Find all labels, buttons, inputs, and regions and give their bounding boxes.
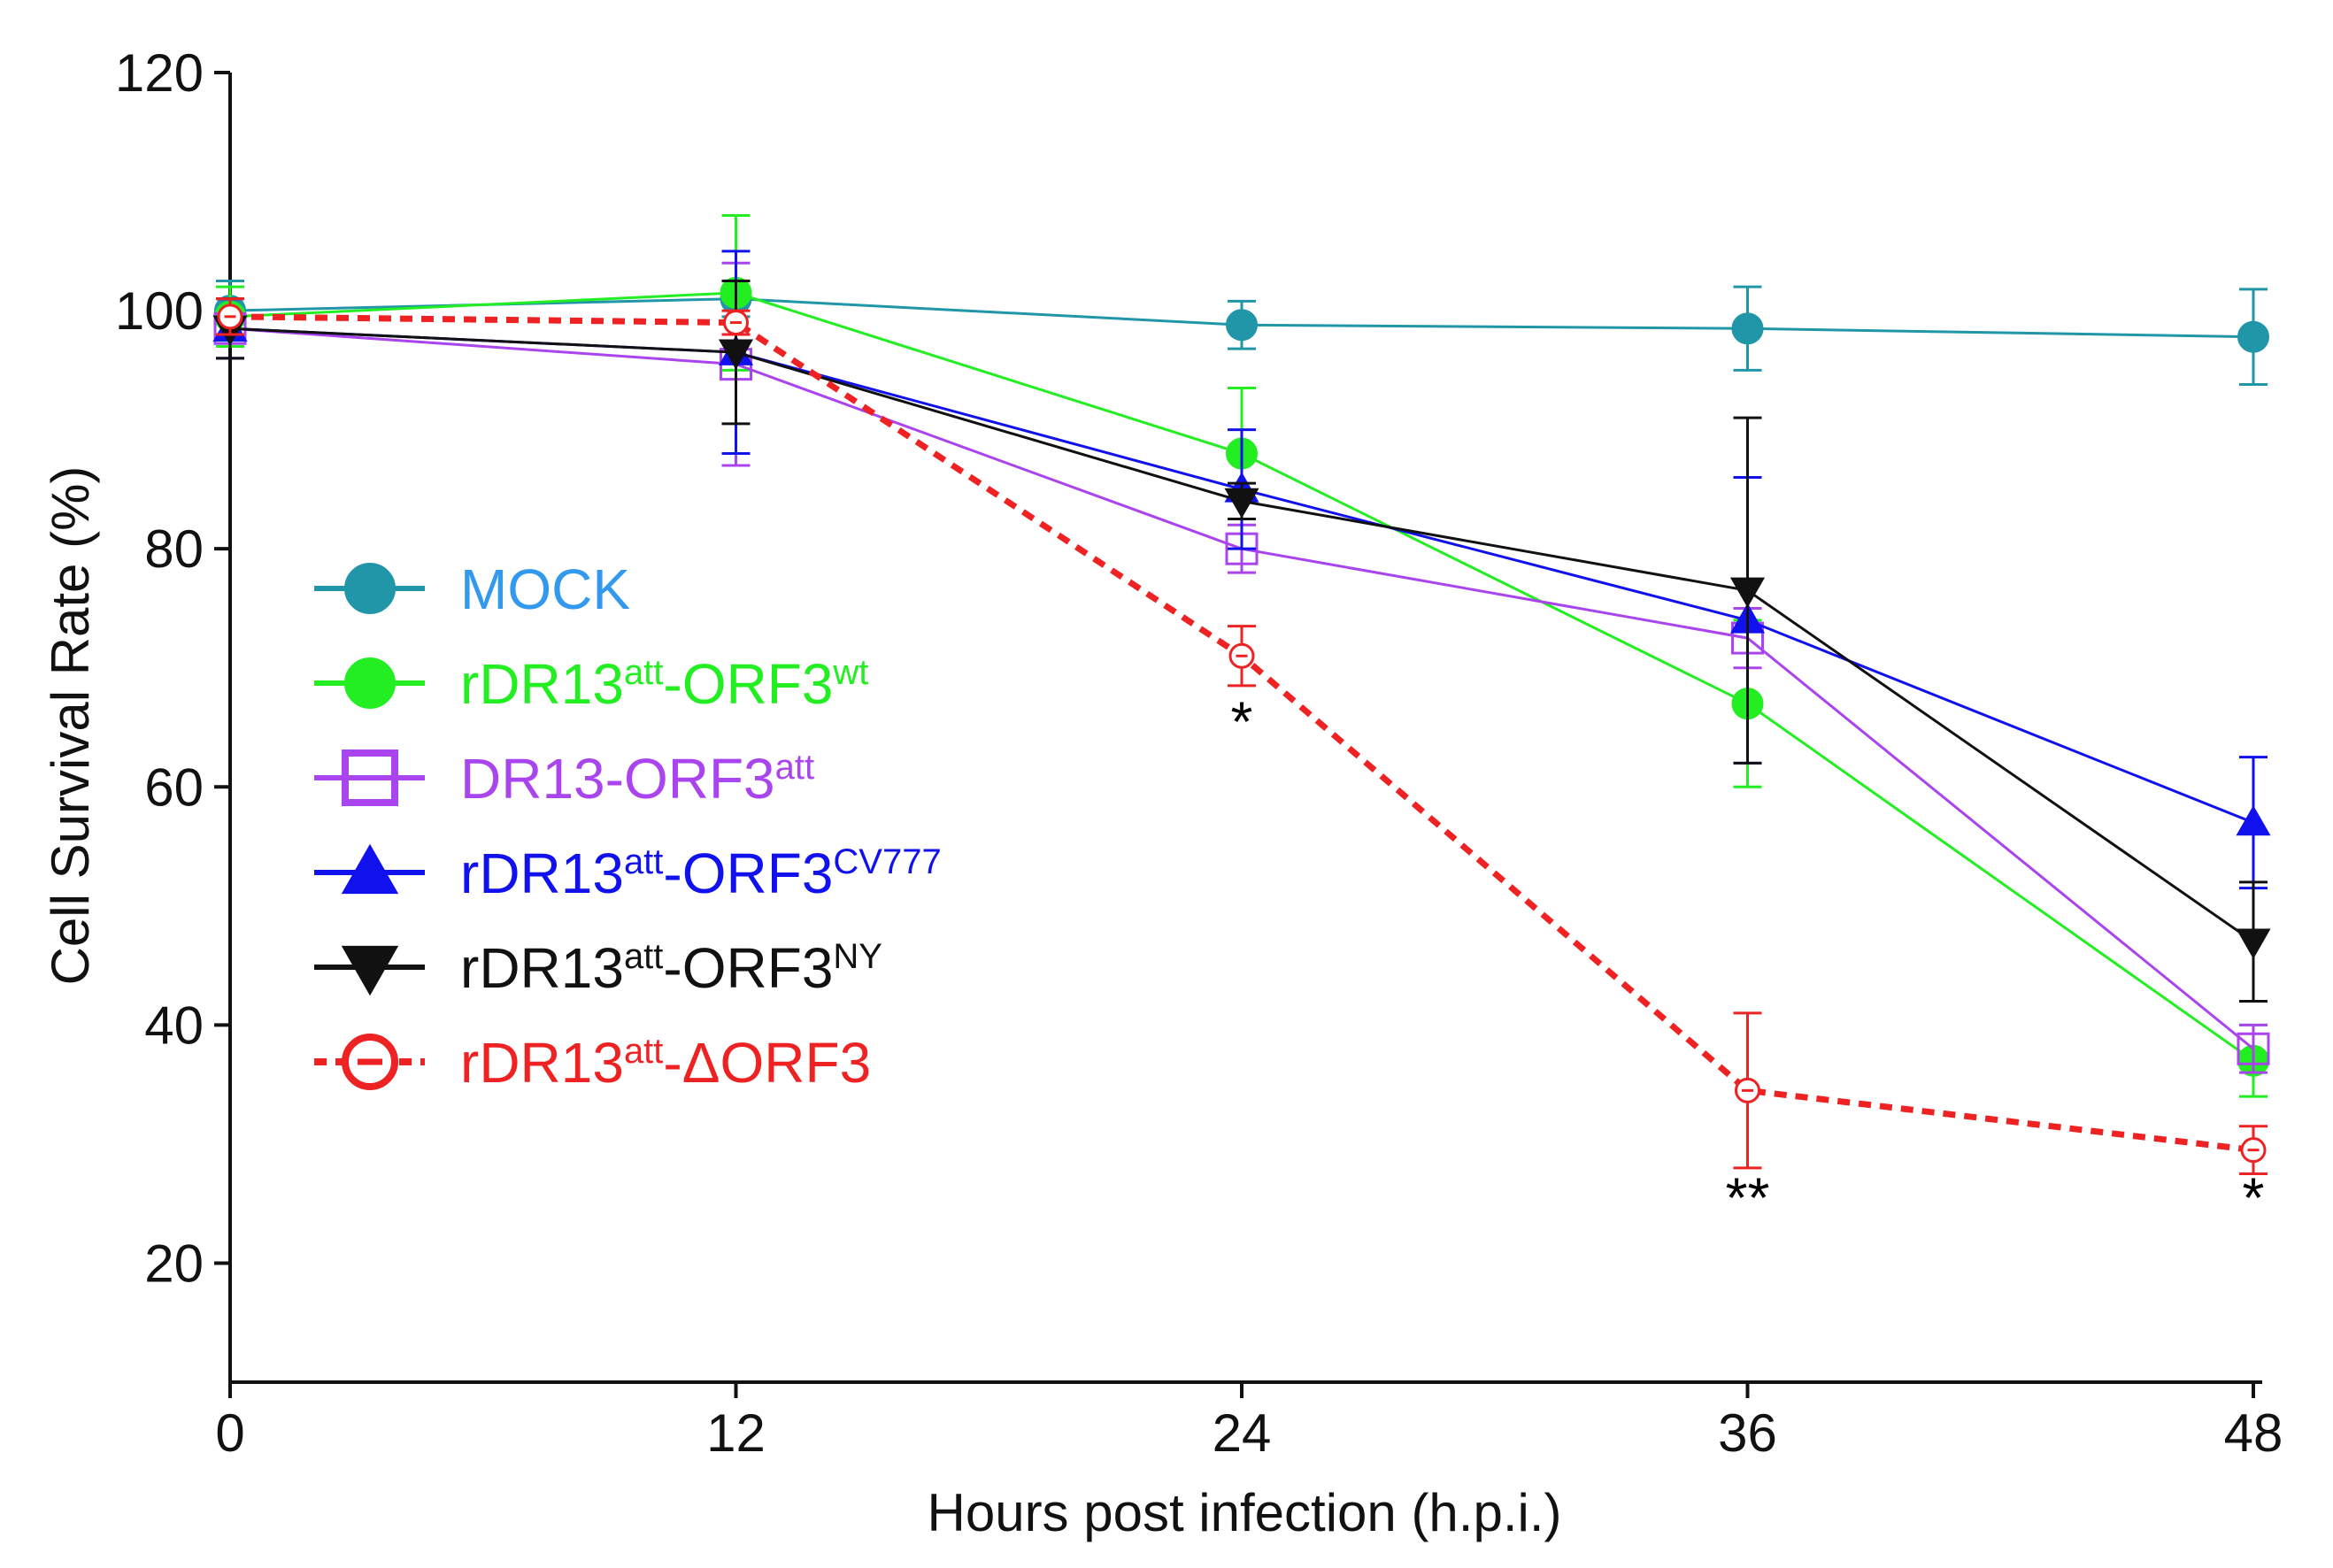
legend-marker <box>342 1034 398 1090</box>
legend-item-2: DR13-ORF3att <box>314 747 814 811</box>
data-point <box>1224 488 1259 519</box>
data-point <box>723 310 749 336</box>
legend-label-part: rDR13 <box>460 1031 624 1095</box>
legend-label-part: -ORF3 <box>663 652 833 716</box>
y-tick-label: 20 <box>144 1234 204 1293</box>
data-point <box>1226 309 1258 342</box>
legend-label-part: -ΔORF3 <box>663 1031 871 1095</box>
legend-item-0: MOCK <box>314 557 630 621</box>
y-tick-label: 40 <box>144 995 204 1055</box>
legend-marker <box>342 749 398 806</box>
data-point <box>1735 1077 1760 1103</box>
series-0 <box>214 279 2269 387</box>
legend-label-part: wt <box>832 653 868 692</box>
x-ticks: 0 12 24 36 48 <box>215 1382 2283 1463</box>
legend-label: MOCK <box>460 557 630 621</box>
legend-item-5: rDR13att-ΔORF3 <box>314 1031 871 1095</box>
legend-marker <box>341 843 399 895</box>
legend-label-part: rDR13 <box>460 842 624 905</box>
legend-label-part: NY <box>833 937 882 976</box>
legend-marker <box>344 563 396 614</box>
data-point <box>1731 312 1764 345</box>
legend-label-part: att <box>624 1032 663 1071</box>
series-5 <box>216 297 2268 1176</box>
x-tick-label: 0 <box>215 1403 244 1463</box>
y-axis-title: Cell Survival Rate (%) <box>41 466 100 986</box>
legend-label-part: att <box>624 653 663 692</box>
y-tick-label: 120 <box>115 43 204 103</box>
data-point <box>1729 577 1766 608</box>
data-point <box>1228 642 1255 669</box>
significance-marker: * <box>2243 1165 2265 1229</box>
y-ticks: 20 40 60 80 100 120 <box>115 43 230 1293</box>
legend-label: rDR13att-ORF3CV777 <box>460 842 942 905</box>
x-tick-label: 36 <box>1718 1403 1777 1463</box>
significance-marker: * <box>1231 689 1253 753</box>
y-tick-label: 60 <box>144 757 204 817</box>
legend-label-part: rDR13 <box>460 652 624 716</box>
data-point <box>2237 1032 2270 1065</box>
data-point <box>718 339 754 370</box>
significance-marker: ** <box>1726 1165 1770 1229</box>
x-tick-label: 12 <box>706 1403 766 1463</box>
legend-item-4: rDR13att-ORF3NY <box>314 936 882 1000</box>
legend: MOCKrDR13att-ORF3wtDR13-ORF3attrDR13att-… <box>314 557 942 1095</box>
legend-label-part: DR13-ORF3 <box>460 747 775 811</box>
legend-item-1: rDR13att-ORF3wt <box>314 652 868 716</box>
y-tick-label: 100 <box>115 281 204 341</box>
legend-label-part: CV777 <box>833 842 941 881</box>
legend-label-part: rDR13 <box>460 936 624 1000</box>
legend-label-part: MOCK <box>460 557 630 621</box>
x-tick-label: 48 <box>2224 1403 2283 1463</box>
legend-label-part: -ORF3 <box>663 842 833 905</box>
legend-label: rDR13att-ΔORF3 <box>460 1031 871 1095</box>
legend-label: rDR13att-ORF3wt <box>460 652 868 716</box>
legend-marker <box>344 657 396 709</box>
legend-label: DR13-ORF3att <box>460 747 814 811</box>
legend-item-3: rDR13att-ORF3CV777 <box>314 842 942 905</box>
x-axis-title: Hours post infection (h.p.i.) <box>928 1483 1562 1542</box>
data-point <box>2237 320 2269 353</box>
y-tick-label: 80 <box>144 519 204 579</box>
legend-label-part: att <box>775 748 814 787</box>
data-point <box>2236 928 2271 959</box>
data-point <box>217 304 243 330</box>
legend-label-part: -ORF3 <box>663 936 833 1000</box>
significance-annotations: *** * <box>1231 689 2265 1229</box>
legend-label: rDR13att-ORF3NY <box>460 936 882 1000</box>
legend-label-part: att <box>624 842 663 881</box>
data-point <box>2240 1137 2267 1164</box>
series-layer <box>212 213 2271 1176</box>
legend-label-part: att <box>624 937 663 976</box>
data-point <box>2236 805 2271 836</box>
legend-marker <box>341 945 399 996</box>
x-tick-label: 24 <box>1213 1403 1272 1463</box>
